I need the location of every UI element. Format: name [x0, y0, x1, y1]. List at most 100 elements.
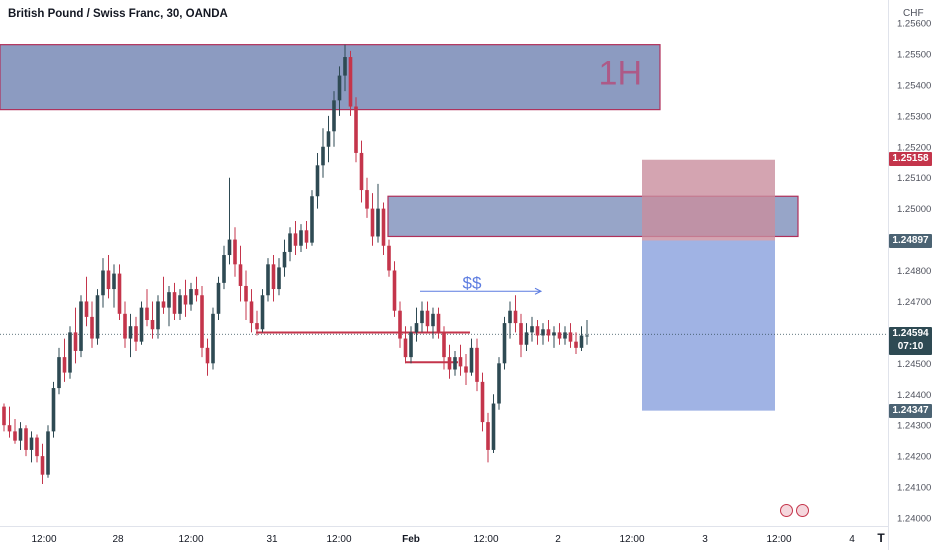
candle-body [150, 320, 155, 330]
candle-body [557, 332, 562, 339]
candle-body [35, 437, 39, 457]
x-tick-label: 12:00 [178, 534, 203, 545]
uk-flag-event-icon[interactable] [796, 504, 809, 517]
candle-body [425, 310, 430, 327]
zone-label-1h: 1H [599, 55, 642, 93]
candle-body [409, 332, 413, 358]
candle-body [271, 264, 276, 290]
candle-body [156, 301, 160, 330]
candle-body [244, 285, 248, 302]
candle-body [343, 57, 347, 76]
candle-body [326, 131, 331, 147]
candle-body [277, 267, 281, 290]
y-tick-label: 1.24000 [897, 514, 931, 525]
stop-loss-area [642, 159, 775, 241]
candle-body [101, 270, 105, 296]
target-price-badge: 1.24347 [889, 404, 932, 418]
x-tick-label: 2 [555, 534, 561, 545]
y-tick-label: 1.24100 [897, 483, 931, 494]
symbol-title[interactable]: British Pound / Swiss Franc, 30, OANDA [8, 8, 228, 20]
y-tick-label: 1.24500 [897, 359, 931, 370]
candle-body [194, 289, 199, 296]
candle-body [546, 329, 551, 336]
candle-body [304, 230, 309, 243]
bar-countdown: 07:10 [897, 341, 924, 352]
candle-body [348, 57, 353, 107]
candle-body [370, 208, 375, 237]
candle-body [68, 332, 72, 373]
candle-body [568, 332, 573, 342]
x-tick-label: 28 [112, 534, 124, 545]
candle-body [453, 357, 457, 370]
candle-body [211, 313, 215, 364]
candle-body [29, 437, 34, 450]
candle-body [315, 165, 320, 197]
candle-body [266, 264, 270, 296]
y-tick-label: 1.25400 [897, 80, 931, 91]
candle-body [541, 329, 545, 336]
candle-body [18, 428, 23, 441]
tradingview-logo-icon[interactable]: T [877, 531, 885, 545]
candle-body [172, 292, 177, 314]
candle-body [233, 239, 237, 265]
candle-body [431, 313, 435, 327]
candle-body [123, 313, 127, 339]
y-tick-label: 1.25000 [897, 204, 931, 215]
price-axis-separator [888, 0, 889, 550]
current-price-badge: 1.24594 07:10 [889, 327, 932, 355]
candle-body [442, 332, 446, 358]
y-tick-label: 1.25100 [897, 173, 931, 184]
candle-body [189, 289, 193, 305]
candle-body [62, 357, 67, 373]
candle-body [535, 326, 540, 336]
candle-body [178, 295, 182, 314]
candle-body [200, 295, 204, 348]
candle-body [359, 152, 364, 191]
x-tick-label: 31 [266, 534, 278, 545]
candle-body [79, 301, 83, 351]
candle-body [205, 347, 210, 364]
take-profit-area [642, 240, 775, 411]
y-tick-label: 1.25500 [897, 49, 931, 60]
x-tick-label: 12:00 [31, 534, 56, 545]
candle-body [365, 190, 369, 209]
candle-body [282, 251, 287, 268]
candle-body [216, 282, 221, 314]
candle-body [491, 403, 496, 450]
candle-body [497, 363, 501, 404]
candle-body [57, 357, 61, 389]
candle-body [238, 264, 243, 286]
candle-body [464, 366, 468, 373]
candle-body [46, 431, 50, 475]
x-tick-label: Feb [402, 534, 420, 545]
candle-body [447, 357, 452, 370]
candle-body [387, 245, 391, 271]
candle-body [502, 323, 507, 364]
candle-body [249, 301, 254, 324]
time-axis-separator [0, 526, 888, 527]
y-tick-label: 1.25200 [897, 142, 931, 153]
y-tick-label: 1.25300 [897, 111, 931, 122]
candle-body [2, 406, 6, 426]
candle-body [167, 292, 171, 308]
candle-body [585, 335, 589, 337]
candle-body [106, 270, 111, 290]
candle-body [183, 295, 188, 305]
candle-body [161, 301, 166, 308]
candle-body [480, 381, 485, 423]
y-tick-label: 1.24400 [897, 390, 931, 401]
candle-body [321, 146, 325, 166]
candle-body [376, 208, 380, 237]
currency-label: CHF [903, 8, 924, 19]
x-tick-label: 3 [702, 534, 708, 545]
candle-body [134, 326, 138, 342]
candle-body [310, 196, 314, 243]
candle-body [475, 347, 479, 382]
x-tick-label: 12:00 [766, 534, 791, 545]
candle-body [398, 310, 402, 339]
uk-flag-event-icon[interactable] [780, 504, 793, 517]
supply-zone-1h [0, 44, 661, 111]
candle-body [145, 307, 149, 320]
